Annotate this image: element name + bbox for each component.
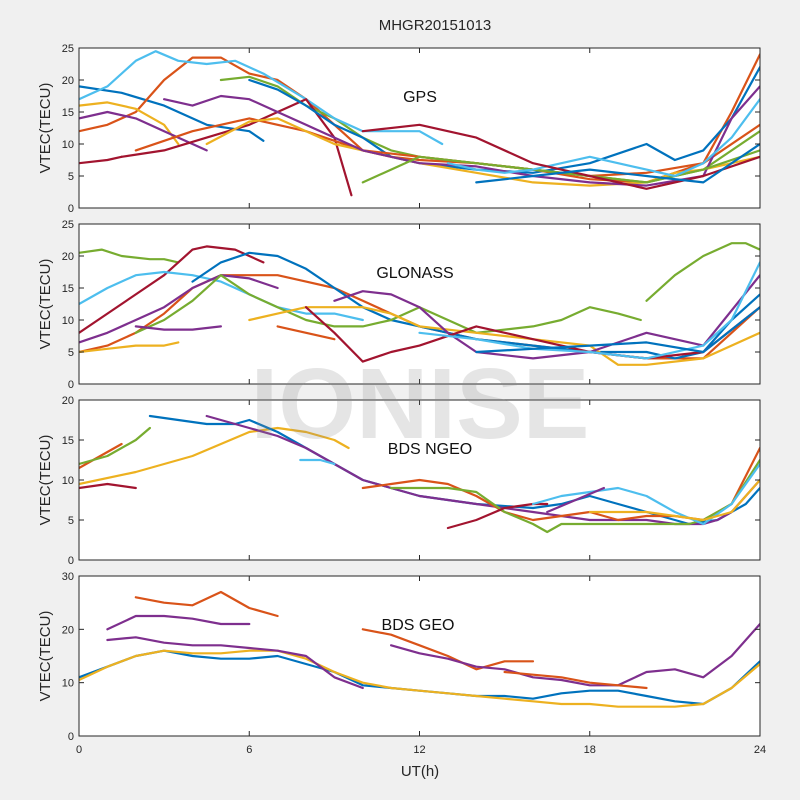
- series-line: [79, 442, 123, 470]
- series-line: [79, 649, 760, 708]
- y-tick-label: 0: [68, 731, 74, 743]
- series-line: [304, 306, 760, 363]
- series-line: [134, 325, 222, 331]
- series-line: [248, 306, 760, 366]
- watermark: IONISE: [251, 348, 590, 460]
- y-tick-label: 10: [62, 475, 74, 487]
- y-tick-label: 10: [62, 315, 74, 327]
- panel-2: 0 5 10 15 20 VTEC(TECU) BDS NGEO: [37, 395, 761, 567]
- figure-title: MHGR20151013: [379, 17, 492, 34]
- series-line: [79, 245, 265, 334]
- series-line: [546, 486, 605, 514]
- y-axis-label: VTEC(TECU): [37, 611, 54, 702]
- series-line: [79, 426, 151, 466]
- series-group: [79, 590, 760, 708]
- series-group: [79, 242, 760, 366]
- series-line: [134, 590, 279, 618]
- series-line: [446, 502, 549, 530]
- series-line: [79, 53, 760, 178]
- x-tick-label: 0: [76, 744, 82, 756]
- series-line: [120, 98, 353, 197]
- series-line: [79, 110, 208, 152]
- y-tick-label: 10: [62, 678, 74, 690]
- x-tick-label: 12: [413, 744, 425, 756]
- series-line: [79, 248, 180, 264]
- series-line: [299, 458, 336, 466]
- y-tick-label: 0: [68, 379, 74, 391]
- y-axis-label: VTEC(TECU): [37, 435, 54, 526]
- panel-annotation: GPS: [403, 89, 437, 106]
- series-line: [475, 306, 760, 354]
- series-group: [79, 414, 760, 534]
- y-axis-label: VTEC(TECU): [37, 259, 54, 350]
- x-tick-label: 24: [754, 744, 766, 756]
- panel-3: 0 10 20 30 0 6 12 18 24 VTEC(TECU) BDS GEO: [37, 571, 766, 756]
- series-line: [276, 325, 336, 341]
- y-tick-label: 0: [68, 203, 74, 215]
- y-tick-label: 15: [62, 107, 74, 119]
- panel-0: 0 5 10 15 20 25 VTEC(TECU) GPS: [37, 43, 761, 215]
- y-tick-label: 20: [62, 395, 74, 407]
- y-tick-label: 5: [68, 515, 74, 527]
- series-line: [79, 274, 279, 344]
- y-tick-label: 20: [62, 624, 74, 636]
- series-group: [79, 50, 760, 197]
- series-line: [418, 261, 760, 360]
- series-line: [361, 123, 760, 190]
- series-line: [163, 85, 760, 187]
- series-line: [446, 98, 760, 178]
- y-axis-label: VTEC(TECU): [37, 83, 54, 174]
- series-line: [588, 478, 760, 522]
- y-tick-label: 20: [62, 251, 74, 263]
- series-line: [79, 50, 444, 146]
- panel-annotation: BDS GEO: [382, 617, 455, 634]
- y-tick-label: 20: [62, 75, 74, 87]
- series-line: [475, 142, 760, 184]
- x-tick-label: 6: [246, 744, 252, 756]
- series-line: [645, 242, 760, 302]
- series-line: [106, 614, 251, 631]
- series-line: [79, 341, 180, 354]
- y-tick-label: 0: [68, 555, 74, 567]
- series-line: [531, 462, 760, 526]
- series-line: [361, 628, 535, 671]
- x-tick-label: 18: [584, 744, 596, 756]
- y-tick-label: 5: [68, 171, 74, 183]
- panel-1: 0 5 10 15 20 25 VTEC(TECU) GLONASS: [37, 219, 761, 391]
- y-tick-label: 25: [62, 43, 74, 55]
- series-line: [79, 85, 265, 142]
- y-tick-label: 5: [68, 347, 74, 359]
- y-tick-label: 25: [62, 219, 74, 231]
- y-tick-label: 10: [62, 139, 74, 151]
- x-axis-label: UT(h): [401, 763, 439, 780]
- series-line: [79, 155, 123, 165]
- y-tick-label: 15: [62, 283, 74, 295]
- series-line: [134, 274, 642, 334]
- panel-annotation: GLONASS: [376, 265, 453, 282]
- series-line: [79, 426, 350, 486]
- y-tick-label: 15: [62, 435, 74, 447]
- panel-annotation: BDS NGEO: [388, 441, 472, 458]
- series-line: [503, 670, 648, 690]
- series-line: [79, 482, 137, 490]
- series-line: [390, 622, 760, 687]
- y-tick-label: 30: [62, 571, 74, 583]
- axes-background: [79, 576, 760, 736]
- series-line: [106, 636, 364, 690]
- series-line: [79, 101, 180, 146]
- series-line: [79, 270, 364, 322]
